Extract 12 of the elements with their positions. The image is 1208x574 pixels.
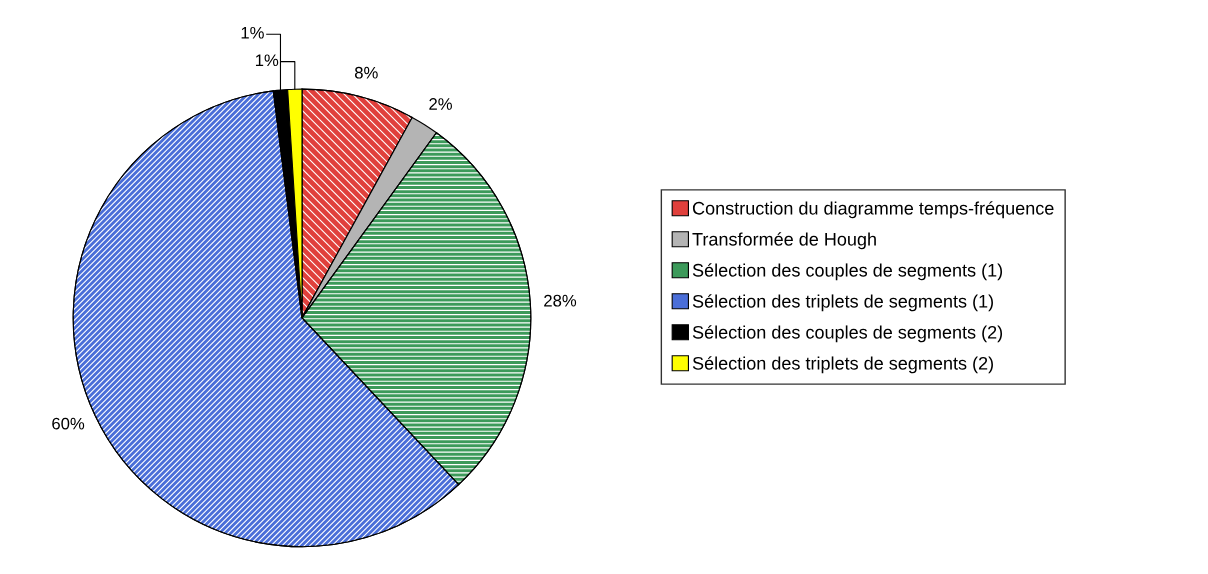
legend-label: Sélection des couples de segments (2)	[692, 325, 1003, 343]
legend-label: Sélection des couples de segments (1)	[692, 263, 1003, 281]
legend-label: Construction du diagramme temps-fréquence	[692, 201, 1054, 219]
data-label: 1%	[255, 54, 279, 67]
data-label: 1%	[241, 26, 264, 39]
data-label: 28%	[544, 294, 577, 307]
legend-label: Transformée de Hough	[692, 232, 876, 250]
legend-label: Sélection des triplets de segments (1)	[692, 294, 993, 312]
data-label: 60%	[52, 417, 85, 430]
data-label: 2%	[429, 98, 452, 110]
data-label: 8%	[354, 66, 378, 79]
legend-label: Sélection des triplets de segments (2)	[692, 356, 993, 374]
